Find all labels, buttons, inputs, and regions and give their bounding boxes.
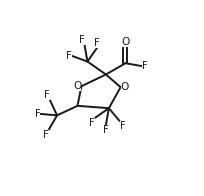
Text: O: O: [121, 36, 130, 47]
Text: F: F: [44, 90, 50, 100]
Text: F: F: [35, 109, 40, 119]
Text: F: F: [103, 125, 109, 135]
Text: F: F: [66, 51, 72, 61]
Text: F: F: [90, 118, 95, 128]
Text: F: F: [120, 121, 125, 131]
Text: F: F: [142, 61, 148, 71]
Text: O: O: [121, 82, 129, 92]
Text: F: F: [79, 35, 85, 45]
Text: F: F: [43, 130, 49, 140]
Text: O: O: [73, 81, 81, 91]
Text: F: F: [94, 38, 100, 48]
